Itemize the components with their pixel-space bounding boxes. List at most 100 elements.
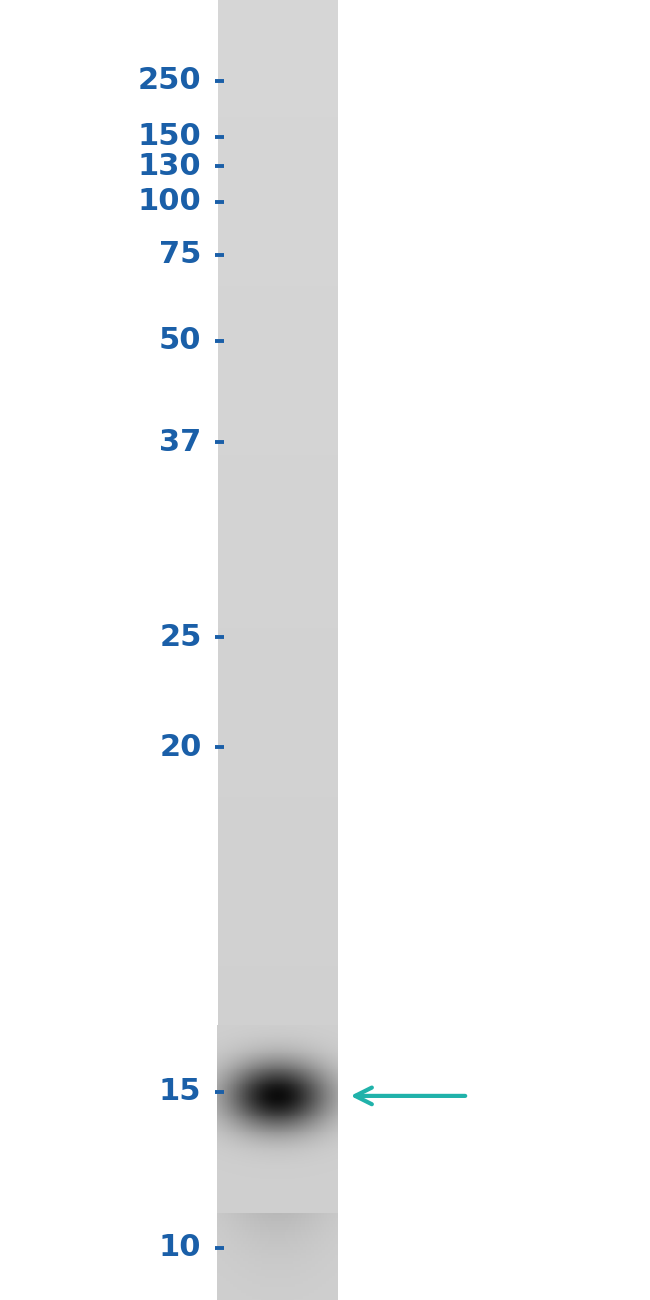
Bar	[218, 468, 338, 472]
Bar	[218, 35, 338, 39]
Bar	[218, 659, 338, 663]
Bar	[218, 1287, 338, 1291]
Bar	[218, 420, 338, 425]
Bar	[218, 828, 338, 832]
Bar	[218, 165, 338, 169]
Bar	[218, 464, 338, 468]
Bar	[218, 992, 338, 997]
Bar	[218, 1222, 338, 1226]
Bar	[218, 1153, 338, 1157]
Bar	[218, 1131, 338, 1135]
Bar	[218, 290, 338, 295]
Bar	[218, 1252, 338, 1257]
Bar	[218, 104, 338, 108]
Bar	[218, 130, 338, 134]
Bar	[218, 204, 338, 208]
Bar	[218, 117, 338, 121]
Bar	[218, 1170, 338, 1174]
Bar	[218, 624, 338, 628]
Bar	[218, 1092, 338, 1096]
Bar	[218, 910, 338, 914]
Bar	[218, 316, 338, 321]
Bar	[218, 4, 338, 9]
Bar	[218, 858, 338, 862]
Bar	[218, 940, 338, 945]
Bar	[218, 286, 338, 290]
Bar	[218, 979, 338, 984]
Bar	[218, 971, 338, 975]
Bar	[218, 1001, 338, 1005]
Bar	[218, 351, 338, 355]
Bar	[218, 559, 338, 563]
Bar	[218, 78, 338, 82]
Bar	[218, 836, 338, 841]
Bar	[218, 134, 338, 139]
Bar	[218, 1005, 338, 1010]
Bar	[218, 212, 338, 217]
Bar	[218, 1235, 338, 1239]
Bar	[218, 663, 338, 667]
Bar	[218, 52, 338, 56]
Bar	[218, 875, 338, 880]
Bar	[218, 1166, 338, 1170]
Bar	[218, 984, 338, 988]
Bar	[218, 325, 338, 329]
Bar	[218, 1109, 338, 1114]
Bar	[218, 1114, 338, 1118]
Bar	[218, 0, 338, 1300]
Text: 150: 150	[138, 122, 202, 151]
Bar	[218, 82, 338, 87]
Bar	[218, 1044, 338, 1049]
Bar	[218, 1192, 338, 1196]
Bar	[218, 295, 338, 299]
Bar	[218, 87, 338, 91]
Bar	[218, 646, 338, 650]
Bar	[218, 932, 338, 936]
Bar	[218, 732, 338, 737]
Bar	[218, 17, 338, 22]
Bar	[218, 43, 338, 48]
Bar	[218, 451, 338, 455]
Bar	[218, 737, 338, 741]
Bar	[218, 303, 338, 308]
Bar	[218, 555, 338, 559]
Bar	[218, 208, 338, 212]
Bar	[218, 191, 338, 195]
Bar	[218, 953, 338, 958]
Bar	[218, 841, 338, 845]
Bar	[218, 1070, 338, 1075]
Bar	[218, 1239, 338, 1244]
Bar	[218, 416, 338, 420]
Bar	[218, 1140, 338, 1144]
Bar	[218, 884, 338, 888]
Bar	[218, 243, 338, 247]
Bar	[218, 689, 338, 693]
Bar	[218, 1270, 338, 1274]
Bar	[218, 780, 338, 784]
Bar	[218, 1083, 338, 1088]
Bar	[218, 1075, 338, 1079]
Bar	[218, 1261, 338, 1265]
Bar	[218, 1226, 338, 1231]
Bar	[218, 139, 338, 143]
Bar	[218, 338, 338, 342]
Bar	[218, 823, 338, 828]
Bar	[218, 845, 338, 849]
Bar	[218, 819, 338, 823]
Bar	[218, 1161, 338, 1166]
Bar	[218, 672, 338, 676]
Bar	[218, 373, 338, 377]
Bar	[218, 364, 338, 368]
Bar	[218, 1118, 338, 1122]
Bar	[218, 269, 338, 273]
Bar	[218, 680, 338, 685]
Text: 250: 250	[138, 66, 202, 95]
Bar	[218, 277, 338, 282]
Bar	[218, 849, 338, 854]
Bar	[218, 507, 338, 511]
Bar	[218, 871, 338, 875]
Bar	[218, 438, 338, 442]
Bar	[218, 585, 338, 589]
Text: 10: 10	[159, 1234, 202, 1262]
Bar	[218, 1196, 338, 1200]
